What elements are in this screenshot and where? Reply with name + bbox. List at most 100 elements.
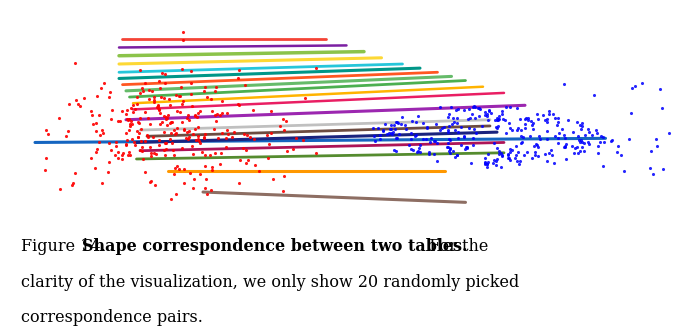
- Point: [500, 131, 512, 136]
- Point: [164, 120, 176, 125]
- Point: [85, 109, 97, 114]
- Point: [647, 171, 658, 177]
- Point: [443, 112, 454, 117]
- Point: [153, 106, 164, 111]
- Point: [406, 119, 417, 124]
- Point: [248, 137, 260, 142]
- Point: [132, 129, 143, 134]
- Point: [132, 134, 144, 139]
- Point: [90, 150, 101, 155]
- Point: [462, 116, 473, 122]
- Point: [180, 136, 191, 141]
- Point: [144, 122, 155, 127]
- Point: [369, 139, 380, 144]
- Point: [559, 81, 570, 87]
- Point: [188, 132, 199, 137]
- Point: [494, 114, 505, 119]
- Point: [90, 129, 101, 134]
- Point: [559, 144, 570, 150]
- Point: [144, 87, 155, 92]
- Point: [410, 132, 421, 138]
- Point: [396, 114, 407, 119]
- Point: [442, 140, 454, 146]
- Point: [277, 116, 288, 122]
- Point: [480, 109, 491, 115]
- Point: [93, 113, 104, 118]
- Point: [216, 99, 228, 104]
- Point: [281, 148, 293, 153]
- Point: [444, 150, 456, 155]
- Point: [41, 127, 52, 133]
- Point: [606, 138, 617, 143]
- Point: [443, 123, 454, 128]
- Point: [374, 133, 386, 138]
- Point: [178, 126, 190, 132]
- Point: [157, 120, 168, 125]
- Point: [106, 116, 117, 122]
- Point: [544, 111, 555, 117]
- Point: [60, 133, 71, 138]
- Point: [606, 138, 617, 143]
- Point: [221, 127, 232, 132]
- Point: [253, 168, 265, 173]
- Point: [462, 145, 473, 150]
- Point: [199, 84, 211, 90]
- Point: [460, 147, 471, 152]
- Point: [194, 171, 205, 177]
- Point: [451, 120, 462, 125]
- Point: [66, 183, 77, 188]
- Point: [629, 83, 641, 89]
- Point: [187, 143, 198, 149]
- Point: [91, 146, 102, 151]
- Point: [442, 144, 453, 150]
- Point: [136, 144, 148, 150]
- Text: Shape correspondence between two tables.: Shape correspondence between two tables.: [82, 238, 468, 256]
- Point: [582, 126, 593, 132]
- Point: [113, 149, 124, 155]
- Point: [414, 150, 426, 155]
- Point: [546, 152, 557, 157]
- Point: [167, 119, 178, 125]
- Point: [176, 102, 188, 107]
- Point: [444, 147, 456, 152]
- Point: [148, 94, 160, 99]
- Point: [391, 135, 402, 141]
- Point: [241, 161, 252, 166]
- Point: [162, 113, 173, 118]
- Point: [169, 171, 180, 177]
- Point: [636, 80, 648, 86]
- Point: [519, 153, 530, 158]
- Point: [468, 127, 480, 132]
- Point: [612, 143, 624, 149]
- Point: [183, 118, 195, 123]
- Point: [199, 136, 210, 141]
- Point: [67, 180, 78, 185]
- Point: [505, 157, 516, 162]
- Point: [200, 153, 211, 158]
- Point: [148, 99, 160, 104]
- Point: [145, 179, 156, 184]
- Point: [463, 107, 475, 112]
- Point: [226, 134, 237, 140]
- Point: [232, 75, 244, 81]
- Point: [172, 109, 183, 114]
- Point: [512, 105, 523, 110]
- Point: [556, 127, 568, 132]
- Point: [161, 140, 172, 145]
- Point: [511, 158, 522, 164]
- Point: [290, 135, 302, 141]
- Point: [406, 137, 417, 142]
- Point: [481, 111, 492, 117]
- Point: [456, 143, 467, 148]
- Point: [153, 137, 164, 143]
- Point: [499, 117, 510, 123]
- Point: [128, 140, 139, 145]
- Point: [170, 92, 181, 98]
- Point: [575, 137, 587, 143]
- Point: [122, 118, 133, 123]
- Point: [489, 140, 500, 146]
- Point: [519, 116, 531, 122]
- Point: [492, 116, 503, 121]
- Point: [234, 102, 245, 108]
- Point: [160, 71, 171, 76]
